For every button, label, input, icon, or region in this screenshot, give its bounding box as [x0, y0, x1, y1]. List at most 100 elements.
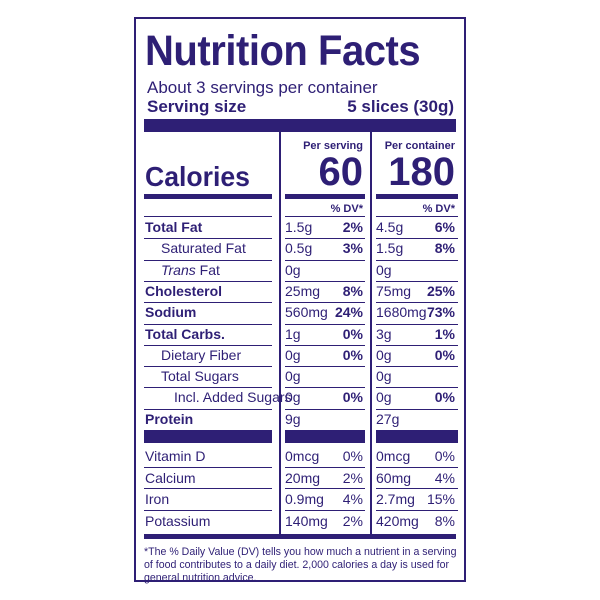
nutrient-name-italic: Trans: [161, 261, 196, 278]
vitamin-row-divider: [144, 509, 272, 511]
nutrient-name-saturated-fat: Saturated Fat: [161, 240, 246, 257]
vitamin-name-iron: Iron: [145, 491, 170, 507]
per-serving-dv: 4%: [342, 491, 363, 507]
nutrient-row-divider: [144, 366, 272, 368]
per-container-header: Per container: [384, 140, 455, 152]
calories-divider-container: [376, 194, 458, 199]
per-serving-amount: 0g: [285, 389, 301, 406]
nutrient-row-divider: [376, 259, 458, 261]
per-serving-dv: 24%: [334, 304, 363, 321]
per-container-amount: 75mg: [376, 282, 412, 299]
per-container-amount: 0mcg: [376, 448, 411, 464]
per-serving-dv: 8%: [342, 282, 363, 299]
nutrient-row-divider: [144, 387, 272, 389]
footnote-divider: [144, 534, 456, 539]
nutrient-row-divider: [376, 323, 458, 325]
per-serving-header: Per serving: [303, 140, 363, 152]
dv-header-container: % DV*: [422, 203, 455, 215]
nutrient-row-divider: [376, 387, 458, 389]
per-serving-amount: 0g: [285, 261, 301, 278]
vitamin-name-vitamin-d: Vitamin D: [145, 448, 206, 464]
per-serving-amount: 0.5g: [285, 240, 313, 257]
thick-divider-top: [144, 119, 456, 132]
column-divider-serving: [279, 132, 281, 539]
footnote: *The % Daily Value (DV) tells you how mu…: [144, 546, 457, 584]
per-container-dv: 0%: [434, 346, 455, 363]
nutrient-row-divider: [144, 238, 272, 240]
per-container-amount: 1.5g: [376, 240, 404, 257]
nutrient-row-divider: [376, 238, 458, 240]
nutrient-name-rest: Fat: [195, 261, 220, 278]
thick-divider-vitamins-name: [144, 430, 272, 443]
nutrient-row-divider: [376, 366, 458, 368]
dv-header-divider: [285, 216, 365, 217]
calories-label: Calories: [145, 161, 250, 192]
vitamin-row-divider: [376, 509, 458, 511]
per-container-dv: 6%: [434, 219, 455, 235]
calories-divider-name: [144, 194, 272, 199]
per-container-amount: 0g: [376, 346, 392, 363]
vitamin-row-divider: [285, 488, 365, 489]
vitamin-row-divider: [285, 466, 365, 468]
nutrient-row-divider: [285, 323, 365, 325]
nutrient-name-protein: Protein: [145, 410, 194, 427]
nutrient-name-incl-added-sugars: Incl. Added Sugars: [174, 389, 292, 406]
per-container-amount: 2.7mg: [376, 491, 415, 507]
per-serving-dv: 3%: [342, 240, 363, 257]
per-serving-dv: 2%: [342, 469, 363, 486]
per-serving-dv: 2%: [342, 219, 363, 235]
vitamin-row-divider: [376, 488, 458, 489]
per-container-dv: 0%: [434, 448, 455, 464]
per-serving-dv: 0%: [342, 325, 363, 342]
vitamin-name-potassium: Potassium: [145, 512, 211, 529]
nutrient-row-divider: [285, 302, 365, 304]
thick-divider-vitamins-container: [376, 430, 458, 443]
vitamin-name-calcium: Calcium: [145, 469, 196, 486]
nutrient-row-divider: [376, 280, 458, 282]
thick-divider-vitamins-serving: [285, 430, 365, 443]
nutrient-row-divider: [144, 259, 272, 261]
serving-size-label: Serving size: [147, 97, 247, 116]
nutrient-row-divider: [376, 302, 458, 304]
per-serving-amount: 560mg: [285, 304, 328, 321]
nutrient-row-divider: [285, 408, 365, 410]
nutrient-row-divider: [285, 366, 365, 368]
per-serving-amount: 9g: [285, 410, 301, 427]
per-serving-amount: 25mg: [285, 282, 321, 299]
vitamin-row-divider: [285, 509, 365, 511]
calories-per-serving: 60: [318, 150, 364, 194]
per-container-dv: 8%: [434, 240, 455, 257]
per-container-amount: 0g: [376, 389, 392, 406]
vitamin-row-divider: [144, 488, 272, 489]
servings-per-container: About 3 servings per container: [147, 78, 378, 97]
nutrient-name-total-carbs: Total Carbs.: [145, 325, 225, 342]
nutrient-name-dietary-fiber: Dietary Fiber: [161, 346, 242, 363]
per-serving-amount: 1g: [285, 325, 301, 342]
vitamin-row-divider: [376, 466, 458, 468]
nutrient-row-divider: [285, 280, 365, 282]
nutrient-row-divider: [144, 323, 272, 325]
per-serving-dv: 0%: [342, 346, 363, 363]
vitamin-row-divider: [144, 466, 272, 468]
per-serving-dv: 0%: [342, 389, 363, 406]
per-container-dv: 0%: [434, 389, 455, 406]
per-serving-dv: 0%: [342, 448, 363, 464]
nutrient-row-divider: [144, 302, 272, 304]
nutrient-name-total-sugars: Total Sugars: [161, 368, 239, 385]
nutrient-name-trans-fat: Trans Fat: [161, 262, 220, 278]
per-container-dv: 8%: [434, 512, 455, 529]
calories-divider-serving: [285, 194, 365, 199]
nutrient-name-total-fat: Total Fat: [145, 219, 203, 235]
nutrient-row-divider: [144, 280, 272, 282]
per-serving-amount: 0g: [285, 368, 301, 385]
dv-header-serving: % DV*: [330, 203, 363, 215]
per-serving-amount: 0mcg: [285, 448, 320, 464]
nutrient-row-divider: [144, 408, 272, 410]
per-container-amount: 4.5g: [376, 219, 404, 235]
per-container-dv: 73%: [426, 304, 455, 321]
per-serving-amount: 1.5g: [285, 219, 313, 235]
per-container-amount: 60mg: [376, 469, 412, 486]
per-container-amount: 420mg: [376, 512, 419, 529]
per-container-amount: 27g: [376, 410, 400, 427]
per-container-dv: 15%: [426, 491, 455, 507]
